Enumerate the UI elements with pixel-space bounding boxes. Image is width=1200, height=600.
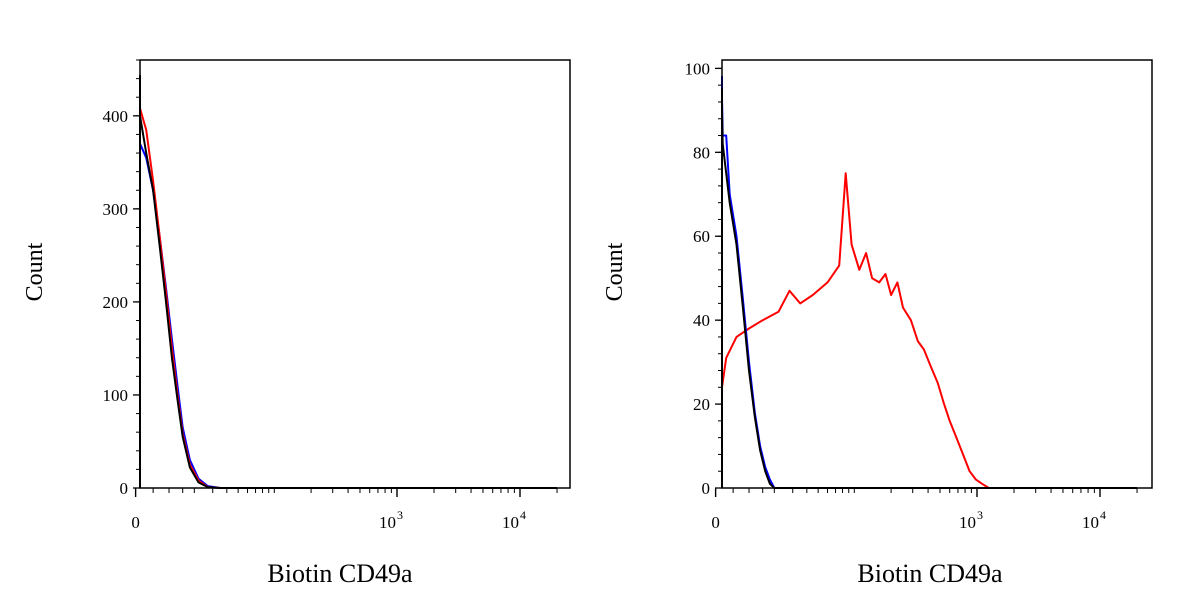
x-tick-exponent: 4 bbox=[1100, 508, 1106, 522]
plot-frame bbox=[721, 59, 1153, 489]
x-tick-exponent: 4 bbox=[520, 508, 526, 522]
histogram-panel-left: Count Biotin CD49a 0 100 200 300 400 0 103 104 bbox=[22, 59, 571, 588]
y-tick-label: 100 bbox=[685, 59, 711, 78]
x-axis-label: Biotin CD49a bbox=[857, 559, 1003, 588]
series-line bbox=[139, 131, 557, 489]
y-tick-label: 0 bbox=[120, 479, 129, 498]
y-tick-label: 0 bbox=[702, 479, 711, 498]
y-tick-label: 200 bbox=[103, 293, 129, 312]
series-line bbox=[139, 74, 557, 489]
x-tick-label: 0 bbox=[711, 513, 720, 532]
series-line bbox=[721, 88, 1137, 489]
series-line bbox=[721, 172, 1137, 489]
y-tick-label: 400 bbox=[103, 107, 129, 126]
series-line bbox=[721, 75, 1137, 489]
x-tick-exponent: 3 bbox=[977, 508, 983, 522]
y-tick-label: 60 bbox=[693, 227, 710, 246]
x-tick-exponent: 3 bbox=[397, 508, 403, 522]
series-line bbox=[139, 107, 557, 489]
x-tick-label: 104 bbox=[502, 508, 526, 532]
x-tick-label: 103 bbox=[379, 508, 403, 532]
x-tick-label: 104 bbox=[1082, 508, 1106, 532]
y-tick-label: 80 bbox=[693, 143, 710, 162]
y-tick-label: 40 bbox=[693, 311, 710, 330]
y-axis-label: Count bbox=[22, 242, 48, 301]
x-axis-label: Biotin CD49a bbox=[267, 559, 413, 588]
axis-ticks: 0 100 200 300 400 0 103 104 bbox=[103, 59, 558, 532]
series-group bbox=[139, 74, 557, 489]
x-tick-label: 103 bbox=[959, 508, 983, 532]
y-axis-label: Count bbox=[602, 242, 628, 301]
y-tick-label: 20 bbox=[693, 395, 710, 414]
plot-frame bbox=[139, 59, 571, 489]
y-tick-label: 300 bbox=[103, 200, 129, 219]
series-group bbox=[721, 75, 1137, 489]
y-tick-label: 100 bbox=[103, 386, 129, 405]
histogram-panel-right: Count Biotin CD49a 0 20 40 60 80 100 0 103 104 bbox=[602, 59, 1153, 588]
axis-ticks: 0 20 40 60 80 100 0 103 104 bbox=[685, 59, 1138, 532]
x-tick-label: 0 bbox=[131, 513, 140, 532]
